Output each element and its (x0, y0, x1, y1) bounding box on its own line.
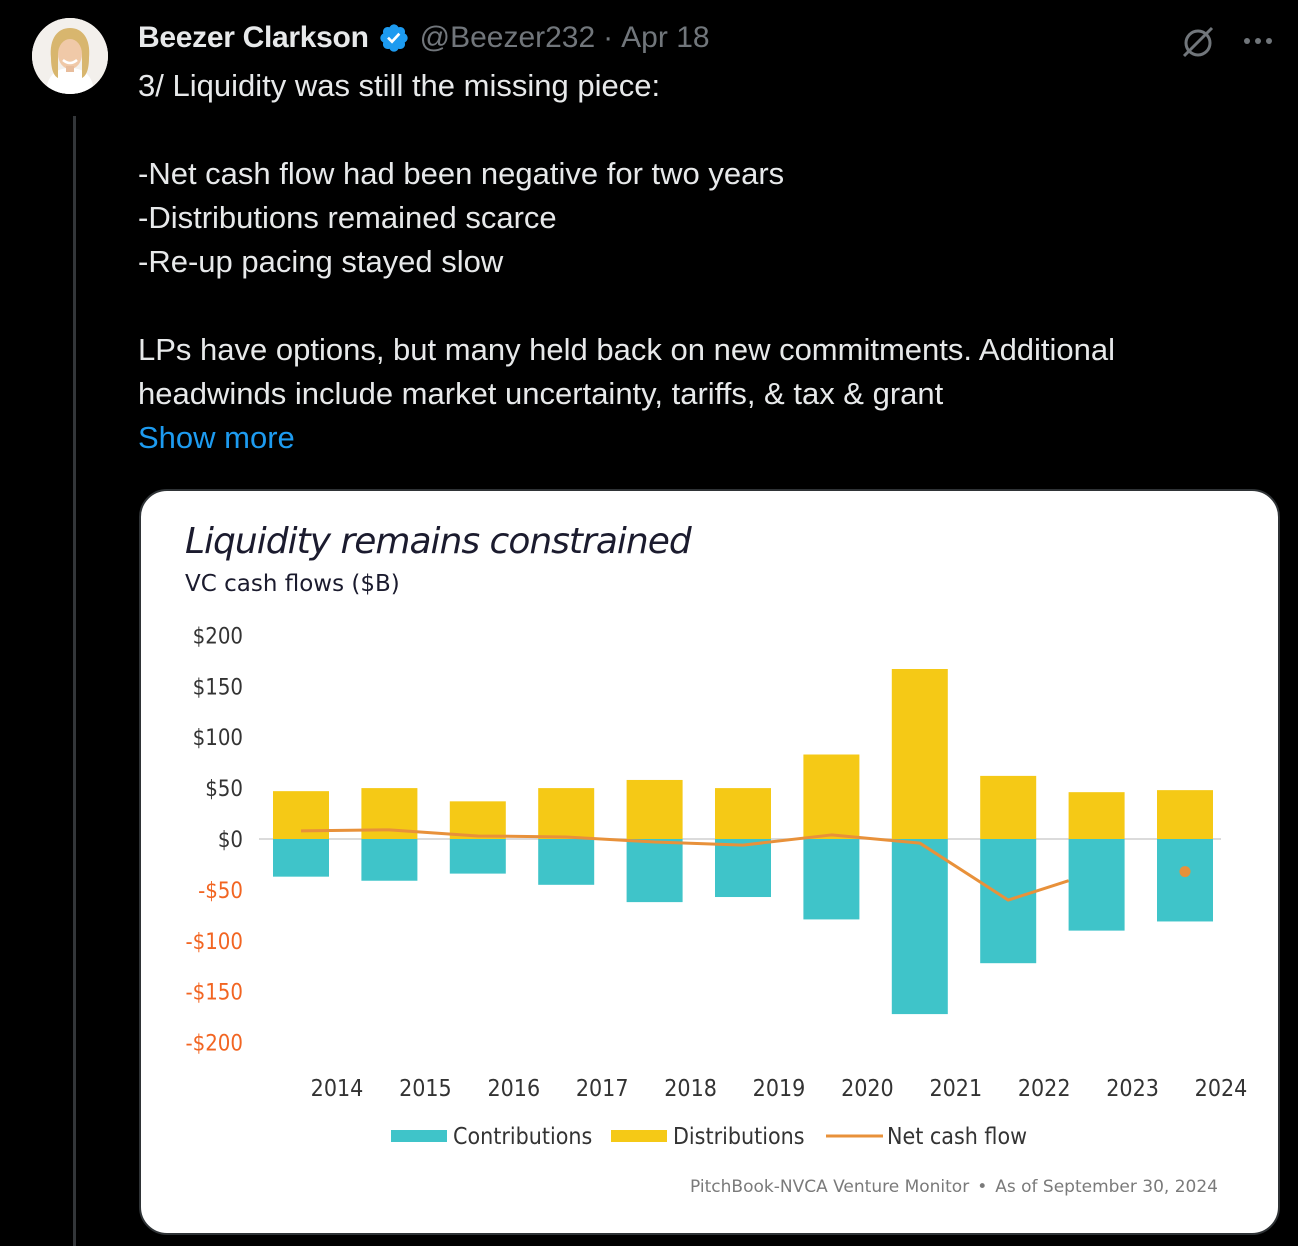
y-tick-label: $0 (218, 828, 243, 853)
distributions-bar (1068, 792, 1125, 839)
legend-contributions-swatch (391, 1130, 447, 1142)
source-name: PitchBook-NVCA Venture Monitor (690, 1177, 970, 1197)
x-tick-label: 2019 (753, 1076, 806, 1102)
distributions-bar (891, 668, 948, 839)
legend-distributions-label: Distributions (673, 1124, 805, 1150)
source-date: As of September 30, 2024 (995, 1177, 1218, 1197)
distributions-bar (715, 788, 771, 839)
net-cash-flow-point (1179, 866, 1191, 878)
distributions-bar (626, 779, 683, 839)
legend-net-cash-flow-label: Net cash flow (887, 1124, 1027, 1150)
y-tick-label: -$50 (198, 879, 243, 904)
chart-subtitle: VC cash flows ($B) (185, 571, 400, 597)
contributions-bar (626, 839, 683, 903)
author-handle[interactable]: @Beezer232 (419, 21, 596, 54)
chart-title: Liquidity remains constrained (185, 521, 692, 562)
tweet-header: Beezer Clarkson @Beezer232 · Apr 18 (138, 16, 710, 60)
x-tick-label: 2022 (1018, 1076, 1071, 1102)
contributions-bar (361, 839, 418, 881)
y-tick-label: $200 (193, 624, 243, 649)
contributions-bar (1068, 839, 1125, 931)
x-tick-label: 2017 (576, 1076, 629, 1102)
author-name[interactable]: Beezer Clarkson (138, 21, 369, 54)
y-tick-label: $50 (205, 777, 243, 802)
contributions-bar (891, 839, 948, 1015)
x-tick-label: 2020 (841, 1076, 894, 1102)
tweet-line: headwinds include market uncertainty, ta… (138, 376, 944, 411)
x-tick-label: 2015 (399, 1076, 452, 1102)
y-tick-label: -$150 (185, 981, 243, 1006)
distributions-bar (538, 788, 595, 839)
x-tick-label: 2014 (311, 1076, 364, 1102)
thread-line (73, 116, 76, 1246)
distributions-bar (449, 801, 506, 839)
y-tick-label: $150 (193, 675, 243, 700)
contributions-bar (449, 839, 506, 874)
tweet-line: -Distributions remained scarce (138, 200, 557, 235)
distributions-bar (980, 775, 1037, 839)
legend-contributions-label: Contributions (453, 1124, 592, 1150)
net-cash-flow-line (300, 828, 1070, 902)
distributions-bar (803, 754, 860, 839)
x-tick-label: 2023 (1106, 1076, 1159, 1102)
contributions-bar (715, 839, 771, 898)
source-bullet: • (977, 1177, 988, 1197)
show-more-link[interactable]: Show more (138, 420, 295, 455)
contributions-bar (538, 839, 595, 885)
contributions-bar (1157, 839, 1213, 922)
separator-dot: · (603, 21, 614, 54)
avatar[interactable] (32, 18, 108, 94)
x-tick-label: 2016 (487, 1076, 540, 1102)
contributions-bar (273, 839, 329, 877)
y-tick-label: $100 (193, 726, 243, 751)
legend-distributions-swatch (611, 1130, 667, 1142)
tweet-date[interactable]: Apr 18 (621, 21, 710, 54)
tweet-line: 3/ Liquidity was still the missing piece… (138, 68, 661, 103)
tweet-line: LPs have options, but many held back on … (138, 332, 1116, 367)
y-tick-label: -$200 (185, 1032, 243, 1057)
contributions-bar (803, 839, 860, 920)
grok-icon[interactable] (1178, 22, 1218, 62)
tweet-text: 3/ Liquidity was still the missing piece… (138, 64, 1258, 416)
x-tick-label: 2018 (664, 1076, 717, 1102)
tweet-line: -Re-up pacing stayed slow (138, 244, 504, 279)
x-tick-label: 2021 (929, 1076, 982, 1102)
chart-source: PitchBook-NVCA Venture Monitor • As of Sep… (690, 1177, 1218, 1197)
media-image[interactable]: Liquidity remains constrained VC cash fl… (139, 489, 1280, 1235)
tweet-line (138, 284, 1258, 328)
distributions-bar (1157, 790, 1213, 839)
y-tick-label: -$100 (185, 930, 243, 955)
verified-badge-icon (378, 22, 410, 54)
more-options-icon[interactable] (1238, 22, 1278, 62)
x-tick-label: 2024 (1195, 1076, 1248, 1102)
tweet-line (138, 108, 1258, 152)
tweet-line: -Net cash flow had been negative for two… (138, 156, 785, 191)
cash-flow-chart: $200 $150 $100 $50 $0 -$50 -$100 -$150 -$200 2014… (185, 624, 1248, 1150)
